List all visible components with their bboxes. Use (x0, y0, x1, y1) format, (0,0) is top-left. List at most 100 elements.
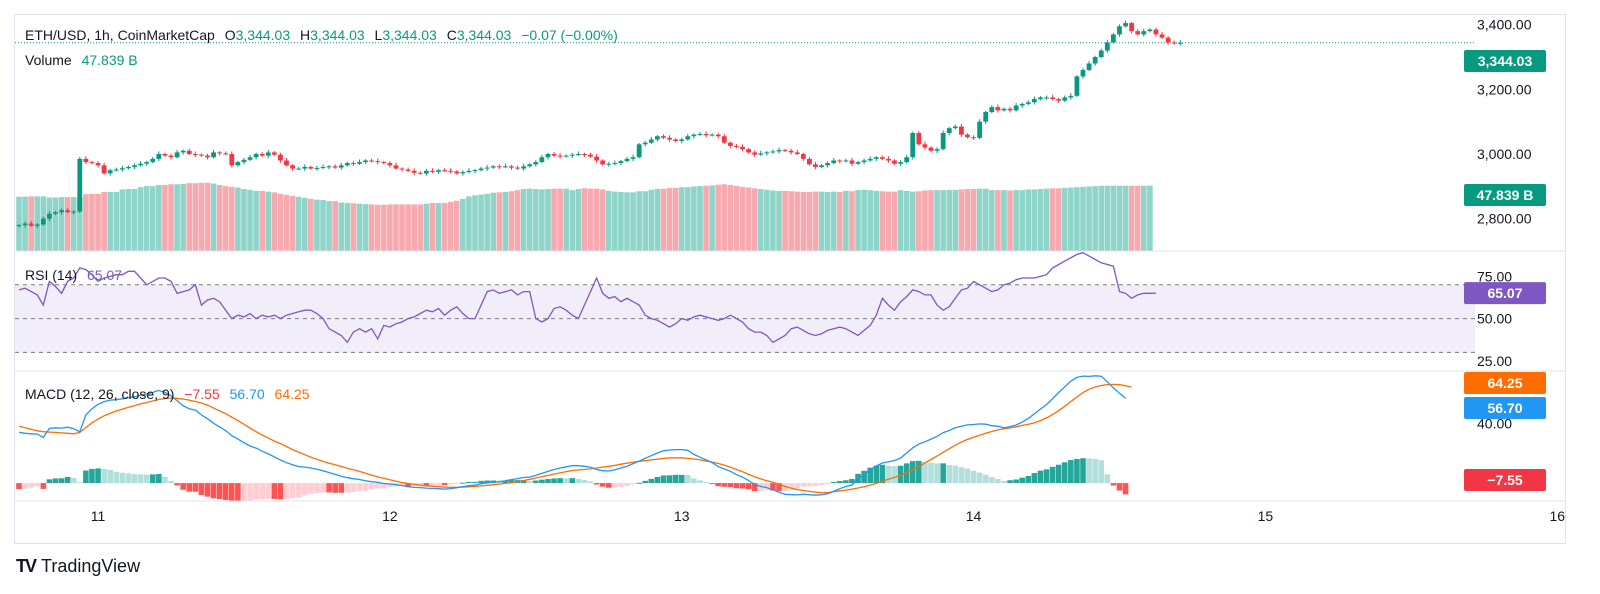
macd-histogram-bar (982, 474, 989, 484)
macd-histogram-bar (1013, 479, 1019, 484)
candle (934, 149, 940, 151)
macd-histogram-bar (654, 476, 661, 484)
macd-histogram-bar (229, 483, 235, 502)
macd-histogram-bar (599, 483, 606, 487)
volume-label[interactable]: Volume (25, 52, 72, 68)
macd-histogram-bar (776, 483, 782, 492)
volume-bar (964, 189, 971, 251)
candle (575, 154, 581, 156)
volume-value: 47.839 B (81, 52, 138, 68)
macd-histogram-bar (95, 468, 101, 484)
volume-bar (666, 187, 673, 251)
macd-histogram-bar (806, 483, 813, 487)
volume-bar (198, 182, 205, 251)
macd-histogram-bar (630, 483, 636, 485)
rsi-pane (15, 252, 1475, 353)
macd-histogram-bar (1061, 462, 1068, 484)
volume-bar (508, 191, 515, 251)
macd-histogram-bar (356, 483, 363, 492)
macd-signal-badge[interactable]: 64.25 (1464, 372, 1546, 394)
tradingview-brand[interactable]: TV TradingView (16, 556, 140, 577)
volume-bar (514, 190, 521, 251)
candle (855, 162, 861, 164)
rsi-line (18, 252, 1157, 344)
time-tick-label: 13 (674, 508, 690, 524)
candle (661, 136, 666, 138)
tradingview-logo-icon: TV (16, 556, 37, 576)
macd-signal-value: 64.25 (274, 386, 310, 402)
candle (496, 166, 502, 168)
macd-histogram-bar (107, 469, 113, 484)
volume-badge[interactable]: 47.839 B (1464, 184, 1546, 206)
macd-histogram-bar (417, 483, 424, 486)
macd-line (18, 375, 1127, 496)
rsi-label[interactable]: RSI (14) (25, 267, 78, 283)
candle (794, 152, 800, 155)
macd-hist-badge[interactable]: −7.55 (1464, 469, 1546, 491)
candle (1001, 108, 1007, 111)
price-badge[interactable]: 3,344.03 (1464, 50, 1546, 72)
candle (1171, 42, 1177, 44)
time-tick-label: 16 (1549, 508, 1565, 524)
macd-histogram-bar (423, 483, 430, 486)
volume-bar (253, 190, 259, 251)
macd-line-badge[interactable]: 56.70 (1464, 397, 1546, 419)
candle (1086, 63, 1092, 70)
volume-bar (715, 184, 721, 251)
macd-histogram-bar (1007, 480, 1013, 484)
candle (515, 167, 520, 169)
candle (442, 170, 447, 172)
candle (843, 160, 849, 162)
volume-bar (320, 200, 326, 251)
macd-histogram-bar (545, 479, 551, 484)
brand-name: TradingView (41, 556, 141, 576)
macd-histogram-bar (922, 462, 928, 484)
candle (59, 210, 64, 213)
rsi-value: 65.07 (87, 267, 123, 283)
volume-bar (593, 188, 600, 251)
macd-histogram-bar (484, 480, 490, 484)
candle (314, 167, 320, 169)
candle (861, 160, 867, 163)
macd-histogram-bar (897, 465, 904, 484)
volume-bar (569, 190, 576, 251)
candle (977, 121, 983, 138)
macd-histogram-bar (320, 483, 326, 493)
candle (788, 150, 794, 153)
candle (247, 157, 253, 160)
candle (989, 107, 995, 112)
volume-bar (837, 191, 843, 251)
macd-label[interactable]: MACD (12, 26, close, 9) (25, 386, 175, 402)
volume-bar (703, 185, 709, 251)
candle (1165, 37, 1171, 43)
volume-bar (545, 189, 551, 251)
candle (144, 162, 150, 164)
volume-bar (745, 187, 752, 251)
macd-histogram-bar (885, 465, 892, 484)
rsi-badge[interactable]: 65.07 (1464, 282, 1546, 305)
candle (302, 166, 308, 169)
candle (375, 161, 381, 163)
macd-histogram-bar (64, 476, 71, 484)
macd-histogram-bar (1031, 473, 1038, 484)
volume-bar (691, 186, 697, 251)
volume-bar (879, 191, 886, 251)
volume-bar (149, 186, 156, 251)
macd-histogram-bar (849, 479, 855, 484)
macd-histogram-bar (733, 483, 740, 489)
chart-canvas[interactable]: 3,400.00 3,200.00 3,000.00 2,800.00 3,344.03… (15, 15, 1567, 545)
candle (77, 158, 83, 212)
macd-histogram-bar (1055, 464, 1062, 484)
macd-histogram-bar (22, 483, 28, 489)
macd-histogram-bar (149, 474, 156, 484)
volume-bar (131, 189, 138, 251)
volume-bar (1116, 185, 1123, 251)
symbol-label[interactable]: ETH/USD, 1h, CoinMarketCap (25, 27, 215, 43)
macd-signal-badge-bg (1464, 372, 1546, 394)
macd-histogram-bar (721, 483, 728, 487)
volume-bar (1061, 187, 1068, 251)
macd-histogram-bar (678, 474, 685, 484)
candle (630, 157, 636, 159)
macd-histogram-bar (338, 483, 345, 493)
candle (673, 139, 679, 142)
